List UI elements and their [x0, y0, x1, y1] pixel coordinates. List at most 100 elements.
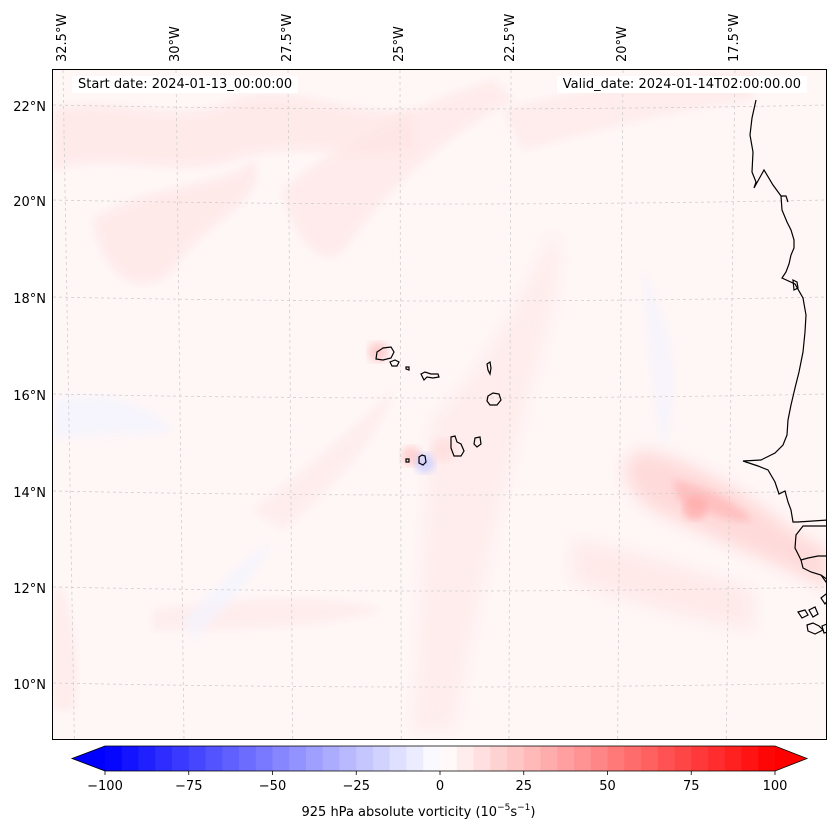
- latitude-label: 10°N: [13, 678, 46, 693]
- colorbar-tick-label: 50: [599, 779, 616, 794]
- latitude-label: 14°N: [13, 486, 46, 501]
- colorbar-cell: [322, 746, 340, 771]
- latitude-label: 22°N: [13, 100, 46, 115]
- island-fogo: [418, 454, 427, 466]
- map-panel: [52, 69, 827, 740]
- colorbar-cell: [239, 746, 257, 771]
- meridian-gridline: [175, 70, 185, 739]
- colorbar-cell: [741, 746, 759, 771]
- colorbar-cell: [540, 746, 558, 771]
- colorbar-min-extension: [72, 746, 105, 771]
- meridian-gridline: [287, 70, 294, 739]
- colorbar-label-main: 925 hPa absolute vorticity (10: [301, 805, 498, 820]
- colorbar-outline: [70, 745, 809, 772]
- colorbar-cell: [172, 746, 190, 771]
- colorbar-label-exp1: −5: [497, 803, 511, 813]
- colorbar-tick-label: 75: [682, 779, 700, 794]
- longitude-label: 22.5°W: [503, 13, 518, 62]
- longitude-label: 27.5°W: [280, 13, 295, 62]
- meridian-gridline: [508, 70, 512, 739]
- colorbar-label-mid: s: [510, 805, 518, 820]
- colorbar-cell: [590, 746, 608, 771]
- island-santa-luzia: [405, 366, 410, 371]
- colorbar-cell: [356, 746, 374, 771]
- colorbar-cell: [758, 746, 776, 771]
- colorbar-cell: [205, 746, 223, 771]
- colorbar-cell: [155, 746, 173, 771]
- colorbar-tick-label: −100: [87, 779, 123, 794]
- colorbar-cell: [624, 746, 642, 771]
- colorbar-cell: [406, 746, 424, 771]
- colorbar-cell: [724, 746, 742, 771]
- colorbar-cell: [138, 746, 156, 771]
- colorbar-tick-label: −75: [175, 779, 203, 794]
- parallel-gridline: [53, 682, 826, 688]
- island-boa-vista: [486, 392, 502, 406]
- parallel-gridline: [53, 586, 826, 592]
- colorbar-cell: [507, 746, 525, 771]
- colorbar-cell: [557, 746, 575, 771]
- island-sao-nicolau: [420, 371, 440, 382]
- colorbar-label: 925 hPa absolute vorticity (10−5s−1): [0, 803, 837, 820]
- parallel-gridline: [53, 393, 826, 399]
- longitude-label: 17.5°W: [727, 13, 742, 62]
- island-sao-vicente: [389, 359, 400, 367]
- colorbar-cell: [607, 746, 625, 771]
- longitude-label: 25°W: [392, 26, 407, 62]
- colorbar-cell: [389, 746, 407, 771]
- colorbar-cell: [423, 746, 441, 771]
- meridian-gridline: [62, 70, 75, 739]
- longitude-label: 32.5°W: [55, 13, 70, 62]
- island-santiago: [450, 435, 465, 457]
- meridian-gridline: [617, 70, 624, 739]
- valid-date-label: Valid_date: 2024-01-14T02:00:00.00: [556, 76, 807, 93]
- colorbar-cell: [373, 746, 391, 771]
- africa-coastline: [742, 99, 826, 635]
- colorbar-tick-marks: [104, 771, 776, 775]
- latitude-label: 12°N: [13, 582, 46, 597]
- colorbar-cell: [574, 746, 592, 771]
- colorbar-tick-label: 100: [762, 779, 788, 794]
- colorbar-cell: [456, 746, 474, 771]
- colorbar-cell: [339, 746, 357, 771]
- colorbar-cell: [674, 746, 692, 771]
- colorbar-cell: [440, 746, 458, 771]
- colorbar-cell: [289, 746, 307, 771]
- colorbar-tick-label: −25: [342, 779, 370, 794]
- colorbar-cell: [708, 746, 726, 771]
- vorticity-field: [53, 70, 826, 730]
- parallel-gridline: [53, 104, 826, 110]
- latitude-label: 20°N: [13, 195, 46, 210]
- gridlines: [53, 70, 826, 739]
- cape-verde-coastline: [375, 346, 502, 466]
- colorbar-label-exp2: −1: [517, 803, 531, 813]
- island-maio: [473, 436, 482, 448]
- colorbar-cell: [691, 746, 709, 771]
- island-sal: [486, 360, 492, 376]
- colorbar-cell: [222, 746, 240, 771]
- longitude-label: 20°W: [615, 26, 630, 62]
- map-canvas: [53, 70, 826, 739]
- parallel-gridline: [53, 490, 826, 496]
- colorbar-cell: [490, 746, 508, 771]
- colorbar-max-extension: [775, 746, 807, 771]
- colorbar-cell: [657, 746, 675, 771]
- colorbar-cell: [255, 746, 273, 771]
- meridian-gridline: [725, 70, 736, 739]
- colorbar-tick-label: −50: [258, 779, 287, 794]
- parallel-gridline: [53, 199, 826, 205]
- latitude-label: 18°N: [13, 292, 46, 307]
- colorbar-cell: [523, 746, 541, 771]
- colorbar-cell: [121, 746, 139, 771]
- colorbar-tick-label: 25: [515, 779, 533, 794]
- longitude-label: 30°W: [168, 26, 183, 62]
- colorbar-cell: [306, 746, 324, 771]
- colorbar-cell: [473, 746, 491, 771]
- colorbar-cells: [70, 745, 809, 772]
- colorbar-label-end: ): [530, 805, 536, 820]
- colorbar-cell: [188, 746, 206, 771]
- colorbar-cell: [272, 746, 290, 771]
- parallel-gridline: [53, 296, 826, 302]
- island-brava: [405, 458, 410, 463]
- colorbar-tick-label: 0: [435, 779, 445, 794]
